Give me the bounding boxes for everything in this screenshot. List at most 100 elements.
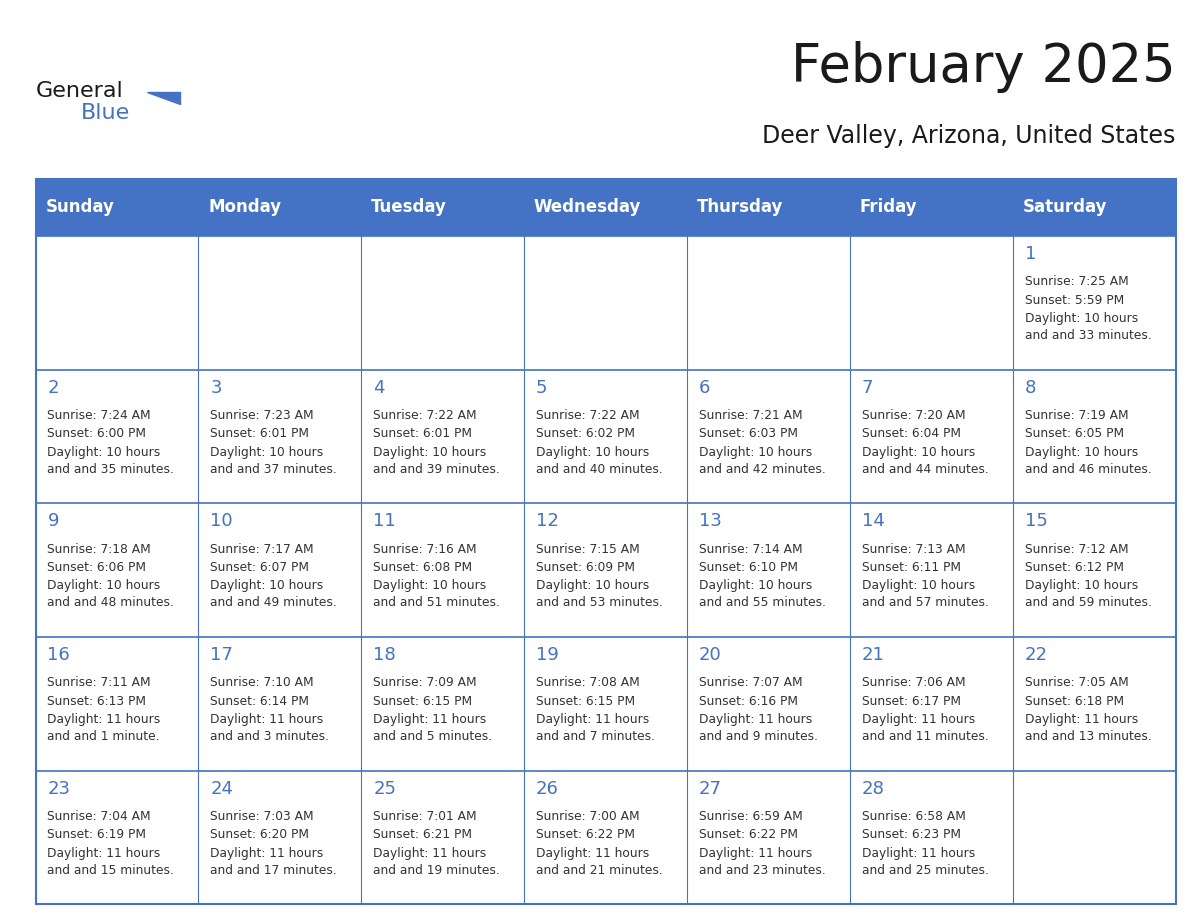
Text: Sunrise: 7:00 AM: Sunrise: 7:00 AM: [536, 810, 639, 823]
Text: Monday: Monday: [208, 198, 282, 217]
Text: 11: 11: [373, 512, 396, 531]
FancyBboxPatch shape: [1012, 179, 1175, 236]
Text: and and 57 minutes.: and and 57 minutes.: [861, 597, 988, 610]
Text: 4: 4: [373, 379, 385, 397]
Text: Daylight: 11 hours: Daylight: 11 hours: [48, 713, 160, 726]
Text: and and 46 minutes.: and and 46 minutes.: [1024, 463, 1151, 476]
Text: Sunrise: 7:09 AM: Sunrise: 7:09 AM: [373, 677, 476, 689]
Text: Sunday: Sunday: [45, 198, 114, 217]
Text: 14: 14: [861, 512, 885, 531]
Text: Sunrise: 7:22 AM: Sunrise: 7:22 AM: [373, 409, 476, 422]
Text: Saturday: Saturday: [1023, 198, 1107, 217]
FancyBboxPatch shape: [687, 179, 849, 236]
Text: Sunset: 6:08 PM: Sunset: 6:08 PM: [373, 561, 473, 574]
Text: and and 21 minutes.: and and 21 minutes.: [536, 864, 663, 877]
Text: and and 35 minutes.: and and 35 minutes.: [48, 463, 175, 476]
Text: and and 11 minutes.: and and 11 minutes.: [861, 730, 988, 743]
Text: 6: 6: [699, 379, 710, 397]
Text: Daylight: 11 hours: Daylight: 11 hours: [699, 713, 813, 726]
Text: 18: 18: [373, 646, 396, 664]
Text: Sunrise: 7:04 AM: Sunrise: 7:04 AM: [48, 810, 151, 823]
Text: 27: 27: [699, 779, 722, 798]
Text: Daylight: 10 hours: Daylight: 10 hours: [861, 579, 975, 592]
Text: Sunset: 6:13 PM: Sunset: 6:13 PM: [48, 695, 146, 708]
Text: and and 13 minutes.: and and 13 minutes.: [1024, 730, 1151, 743]
Text: Daylight: 11 hours: Daylight: 11 hours: [861, 713, 975, 726]
Text: Sunrise: 7:22 AM: Sunrise: 7:22 AM: [536, 409, 639, 422]
Text: Sunset: 6:07 PM: Sunset: 6:07 PM: [210, 561, 309, 574]
Text: 16: 16: [48, 646, 70, 664]
Text: Sunrise: 7:25 AM: Sunrise: 7:25 AM: [1024, 275, 1129, 288]
Text: Sunrise: 7:13 AM: Sunrise: 7:13 AM: [861, 543, 966, 555]
Text: Friday: Friday: [860, 198, 917, 217]
Text: Sunrise: 7:01 AM: Sunrise: 7:01 AM: [373, 810, 476, 823]
Text: 1: 1: [1024, 245, 1036, 263]
Text: Sunset: 6:11 PM: Sunset: 6:11 PM: [861, 561, 961, 574]
Text: Daylight: 11 hours: Daylight: 11 hours: [1024, 713, 1138, 726]
Text: Thursday: Thursday: [696, 198, 783, 217]
Text: General: General: [36, 81, 124, 101]
Text: and and 53 minutes.: and and 53 minutes.: [536, 597, 663, 610]
Text: and and 49 minutes.: and and 49 minutes.: [210, 597, 337, 610]
Polygon shape: [147, 92, 181, 104]
Text: Sunset: 6:00 PM: Sunset: 6:00 PM: [48, 428, 146, 441]
Text: and and 1 minute.: and and 1 minute.: [48, 730, 160, 743]
Text: Sunrise: 7:16 AM: Sunrise: 7:16 AM: [373, 543, 476, 555]
Text: Sunrise: 7:15 AM: Sunrise: 7:15 AM: [536, 543, 640, 555]
Text: 23: 23: [48, 779, 70, 798]
Text: 22: 22: [1024, 646, 1048, 664]
Text: and and 48 minutes.: and and 48 minutes.: [48, 597, 175, 610]
Text: and and 44 minutes.: and and 44 minutes.: [861, 463, 988, 476]
Text: Daylight: 11 hours: Daylight: 11 hours: [699, 846, 813, 860]
Text: Daylight: 11 hours: Daylight: 11 hours: [373, 846, 486, 860]
Text: Daylight: 10 hours: Daylight: 10 hours: [48, 446, 160, 459]
Text: Daylight: 11 hours: Daylight: 11 hours: [536, 846, 650, 860]
FancyBboxPatch shape: [198, 179, 361, 236]
FancyBboxPatch shape: [361, 179, 524, 236]
Text: and and 55 minutes.: and and 55 minutes.: [699, 597, 826, 610]
Text: Sunset: 6:15 PM: Sunset: 6:15 PM: [536, 695, 636, 708]
Text: and and 23 minutes.: and and 23 minutes.: [699, 864, 826, 877]
Text: and and 19 minutes.: and and 19 minutes.: [373, 864, 500, 877]
Text: and and 15 minutes.: and and 15 minutes.: [48, 864, 175, 877]
Text: and and 33 minutes.: and and 33 minutes.: [1024, 329, 1151, 342]
Text: Sunrise: 7:18 AM: Sunrise: 7:18 AM: [48, 543, 151, 555]
Text: and and 42 minutes.: and and 42 minutes.: [699, 463, 826, 476]
Text: Daylight: 10 hours: Daylight: 10 hours: [373, 446, 486, 459]
Text: Sunrise: 7:03 AM: Sunrise: 7:03 AM: [210, 810, 314, 823]
Text: and and 39 minutes.: and and 39 minutes.: [373, 463, 500, 476]
Text: Daylight: 11 hours: Daylight: 11 hours: [536, 713, 650, 726]
Text: and and 5 minutes.: and and 5 minutes.: [373, 730, 492, 743]
Text: 26: 26: [536, 779, 558, 798]
Text: Sunset: 6:05 PM: Sunset: 6:05 PM: [1024, 428, 1124, 441]
Text: Sunrise: 7:23 AM: Sunrise: 7:23 AM: [210, 409, 314, 422]
Text: Daylight: 10 hours: Daylight: 10 hours: [1024, 446, 1138, 459]
Text: Wednesday: Wednesday: [533, 198, 642, 217]
Text: Sunrise: 7:14 AM: Sunrise: 7:14 AM: [699, 543, 802, 555]
Text: 19: 19: [536, 646, 558, 664]
Text: and and 37 minutes.: and and 37 minutes.: [210, 463, 337, 476]
Text: 20: 20: [699, 646, 721, 664]
Text: 25: 25: [373, 779, 396, 798]
Text: Sunrise: 7:10 AM: Sunrise: 7:10 AM: [210, 677, 314, 689]
Text: Sunrise: 7:11 AM: Sunrise: 7:11 AM: [48, 677, 151, 689]
Text: 15: 15: [1024, 512, 1048, 531]
Text: Daylight: 10 hours: Daylight: 10 hours: [210, 579, 323, 592]
Text: 9: 9: [48, 512, 59, 531]
Text: 5: 5: [536, 379, 548, 397]
Text: Sunset: 6:01 PM: Sunset: 6:01 PM: [210, 428, 309, 441]
Text: and and 3 minutes.: and and 3 minutes.: [210, 730, 329, 743]
Text: Sunset: 6:16 PM: Sunset: 6:16 PM: [699, 695, 798, 708]
Text: Daylight: 10 hours: Daylight: 10 hours: [699, 446, 813, 459]
Text: Sunrise: 7:08 AM: Sunrise: 7:08 AM: [536, 677, 640, 689]
Text: and and 7 minutes.: and and 7 minutes.: [536, 730, 655, 743]
Text: Sunset: 6:22 PM: Sunset: 6:22 PM: [699, 828, 798, 842]
Text: Daylight: 10 hours: Daylight: 10 hours: [699, 579, 813, 592]
Text: 2: 2: [48, 379, 59, 397]
Text: 7: 7: [861, 379, 873, 397]
Text: Sunset: 6:18 PM: Sunset: 6:18 PM: [1024, 695, 1124, 708]
Text: Sunset: 6:09 PM: Sunset: 6:09 PM: [536, 561, 636, 574]
FancyBboxPatch shape: [524, 179, 687, 236]
Text: Sunset: 6:04 PM: Sunset: 6:04 PM: [861, 428, 961, 441]
FancyBboxPatch shape: [36, 179, 198, 236]
